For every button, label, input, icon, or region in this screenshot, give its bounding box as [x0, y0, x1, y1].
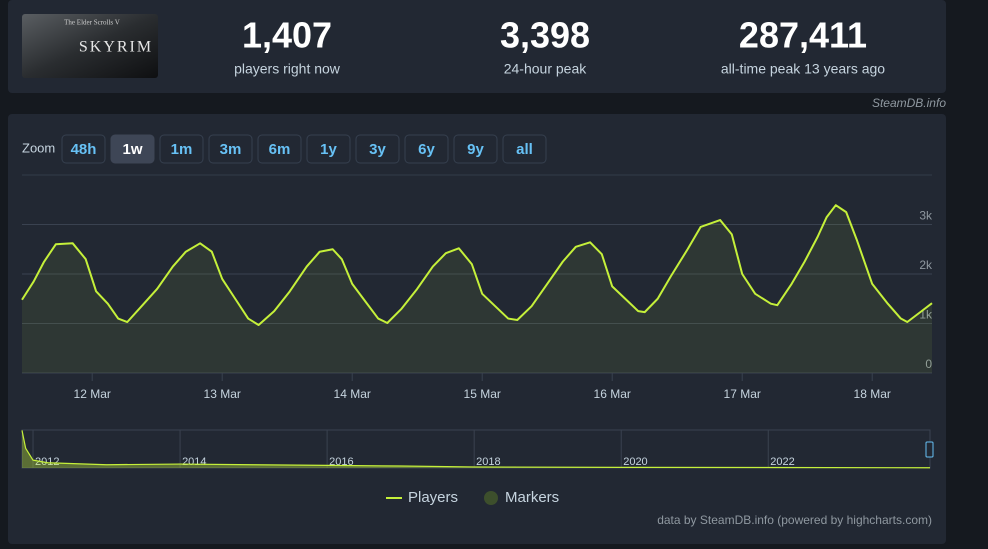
legend-symbol[interactable] — [484, 491, 498, 505]
y-tick-label: 0 — [925, 357, 932, 371]
stat-label: all-time peak 13 years ago — [721, 61, 885, 77]
navigator-handle[interactable] — [925, 441, 934, 458]
zoom-button-label[interactable]: 6y — [418, 141, 435, 158]
zoom-button[interactable] — [404, 134, 449, 164]
x-tick-label: 18 Mar — [854, 387, 891, 401]
zoom-button[interactable] — [110, 134, 155, 164]
navigator-tick-label: 2014 — [182, 456, 206, 468]
zoom-button-label[interactable]: all — [516, 141, 533, 158]
zoom-button[interactable] — [61, 134, 106, 164]
zoom-button-label[interactable]: 3m — [220, 141, 242, 158]
stat-value: 1,407 — [242, 15, 332, 56]
zoom-button[interactable] — [208, 134, 253, 164]
zoom-button[interactable] — [306, 134, 351, 164]
zoom-button[interactable] — [257, 134, 302, 164]
legend-label[interactable]: Players — [408, 489, 458, 506]
stat-value: 3,398 — [500, 15, 590, 56]
zoom-button[interactable] — [502, 134, 547, 164]
x-tick-label: 14 Mar — [334, 387, 371, 401]
zoom-button-label[interactable]: 9y — [467, 141, 484, 158]
zoom-button-label[interactable]: 1w — [122, 141, 142, 158]
game-logo — [22, 14, 158, 78]
navigator-tick-label: 2022 — [770, 456, 794, 468]
legend-label[interactable]: Markers — [505, 489, 559, 506]
stat-value: 287,411 — [739, 15, 867, 56]
y-tick-label: 2k — [919, 258, 933, 272]
zoom-button-label[interactable]: 6m — [269, 141, 291, 158]
zoom-button[interactable] — [355, 134, 400, 164]
x-tick-label: 15 Mar — [464, 387, 501, 401]
stat-label: 24-hour peak — [504, 61, 588, 77]
series-area — [22, 205, 932, 373]
logo-title: SKYRIM — [79, 39, 153, 56]
zoom-button-label[interactable]: 48h — [71, 141, 97, 158]
stat-label: players right now — [234, 61, 341, 77]
x-tick-label: 12 Mar — [74, 387, 111, 401]
navigator-tick-label: 2012 — [35, 456, 59, 468]
zoom-button-label[interactable]: 1m — [171, 141, 193, 158]
zoom-button-label[interactable]: 1y — [320, 141, 337, 158]
logo-subtitle: The Elder Scrolls V — [64, 19, 120, 27]
navigator-tick-label: 2018 — [476, 456, 500, 468]
zoom-label: Zoom — [22, 140, 55, 155]
zoom-button[interactable] — [159, 134, 204, 164]
series-line — [21, 204, 933, 326]
y-tick-label: 3k — [919, 209, 933, 223]
x-tick-label: 13 Mar — [204, 387, 241, 401]
navigator-tick-label: 2020 — [623, 456, 647, 468]
stats-panel — [8, 0, 946, 93]
zoom-button-label[interactable]: 3y — [369, 141, 386, 158]
series-line — [21, 430, 931, 469]
source-link[interactable]: SteamDB.info — [872, 96, 946, 110]
credits[interactable]: data by SteamDB.info (powered by highcha… — [657, 513, 932, 527]
x-tick-label: 16 Mar — [594, 387, 631, 401]
chart-panel — [8, 114, 946, 544]
zoom-button[interactable] — [453, 134, 498, 164]
x-tick-label: 17 Mar — [724, 387, 761, 401]
